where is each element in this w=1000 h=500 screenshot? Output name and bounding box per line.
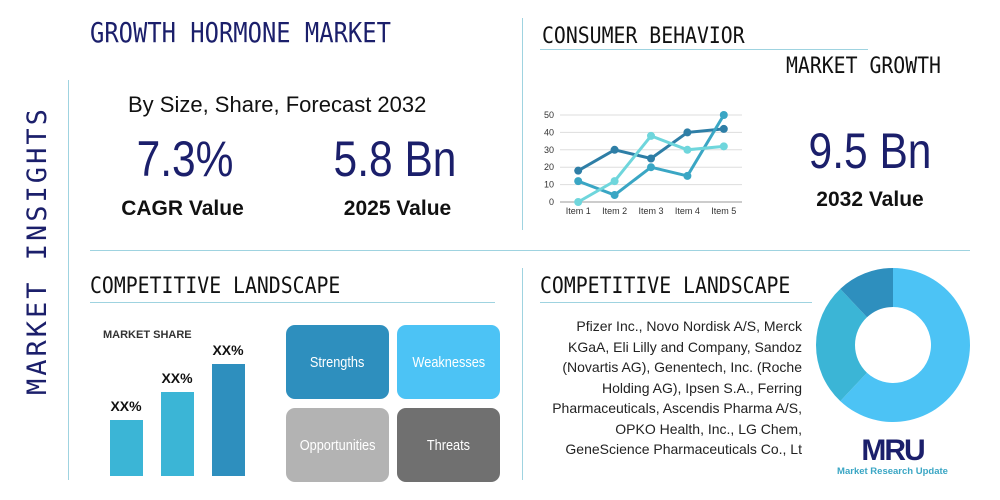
data-point	[574, 177, 583, 186]
value-2032: 9.5 Bn	[808, 123, 932, 179]
market-share-label: MARKET SHARE	[103, 329, 192, 341]
company-list: Pfizer Inc., Novo Nordisk A/S, Merck KGa…	[552, 318, 802, 457]
swot-label: Weaknesses	[412, 353, 485, 371]
value-2025: 5.8 Bn	[333, 131, 457, 187]
data-point	[719, 142, 728, 151]
data-point	[719, 111, 728, 119]
y-tick-label: 0	[549, 197, 554, 207]
cagr-label: CAGR Value	[121, 197, 244, 220]
bar-label: XX%	[212, 342, 244, 358]
y-tick-label: 50	[544, 110, 554, 120]
cagr-value: 7.3%	[136, 131, 234, 187]
line-chart: 0 10 20 30 40 50 Item 1 Item 2 Item 3 Item 4 Item …	[544, 110, 742, 216]
donut-slice	[840, 268, 893, 318]
competitive-left-title: COMPETITIVE LANDSCAPE	[90, 274, 341, 299]
y-tick-label: 10	[544, 180, 554, 190]
swot-threats: Threats	[397, 408, 500, 482]
divider	[90, 250, 970, 251]
x-tick-label: Item 2	[602, 206, 627, 216]
market-share-bar	[212, 364, 245, 476]
data-point	[683, 128, 692, 137]
x-tick-label: Item 1	[566, 206, 591, 216]
data-point	[610, 177, 619, 186]
divider	[522, 18, 523, 230]
y-tick-label: 30	[544, 145, 554, 155]
competitive-right-title: COMPETITIVE LANDSCAPE	[540, 274, 791, 299]
divider	[68, 80, 69, 480]
logo-name: Market Research Update	[837, 466, 948, 477]
consumer-title: CONSUMER BEHAVIOR	[542, 24, 745, 49]
divider	[540, 49, 868, 50]
donut-slice	[816, 288, 867, 402]
y-tick-label: 40	[544, 127, 554, 137]
donut-slice	[840, 268, 970, 422]
data-point	[610, 191, 619, 200]
data-point	[683, 145, 692, 154]
y-tick-label: 20	[544, 162, 554, 172]
swot-strengths: Strengths	[286, 325, 389, 399]
data-point	[683, 171, 692, 180]
market-growth-title: MARKET GROWTH	[786, 54, 941, 79]
x-tick-label: Item 4	[675, 206, 700, 216]
swot-opportunities: Opportunities	[286, 408, 389, 482]
logo: MRU Market Research Update	[825, 434, 960, 478]
divider	[522, 268, 523, 480]
side-title: MARKET INSIGHTS	[22, 106, 53, 395]
donut-chart	[816, 268, 970, 422]
page-title: GROWTH HORMONE MARKET	[90, 16, 391, 49]
bar-label: XX%	[110, 398, 142, 414]
x-tick-label: Item 3	[638, 206, 663, 216]
label-2025: 2025 Value	[343, 197, 452, 220]
data-point	[610, 145, 619, 154]
x-tick-label: Item 5	[711, 206, 736, 216]
bar-label: XX%	[161, 370, 193, 386]
swot-label: Opportunities	[299, 436, 376, 454]
data-point	[647, 163, 655, 172]
subtitle: By Size, Share, Forecast 2032	[128, 92, 427, 117]
data-point	[574, 166, 583, 175]
data-point	[647, 154, 655, 163]
market-share-bar	[110, 420, 143, 476]
data-point	[647, 131, 655, 140]
swot-weaknesses: Weaknesses	[397, 325, 500, 399]
divider	[540, 302, 812, 303]
data-point	[574, 198, 583, 206]
market-share-bar	[161, 392, 194, 476]
label-2032: 2032 Value	[816, 188, 924, 211]
logo-mark: MRU	[861, 434, 925, 467]
swot-label: Strengths	[310, 353, 365, 371]
swot-label: Threats	[426, 436, 471, 454]
divider	[90, 302, 495, 303]
data-point	[719, 124, 728, 133]
